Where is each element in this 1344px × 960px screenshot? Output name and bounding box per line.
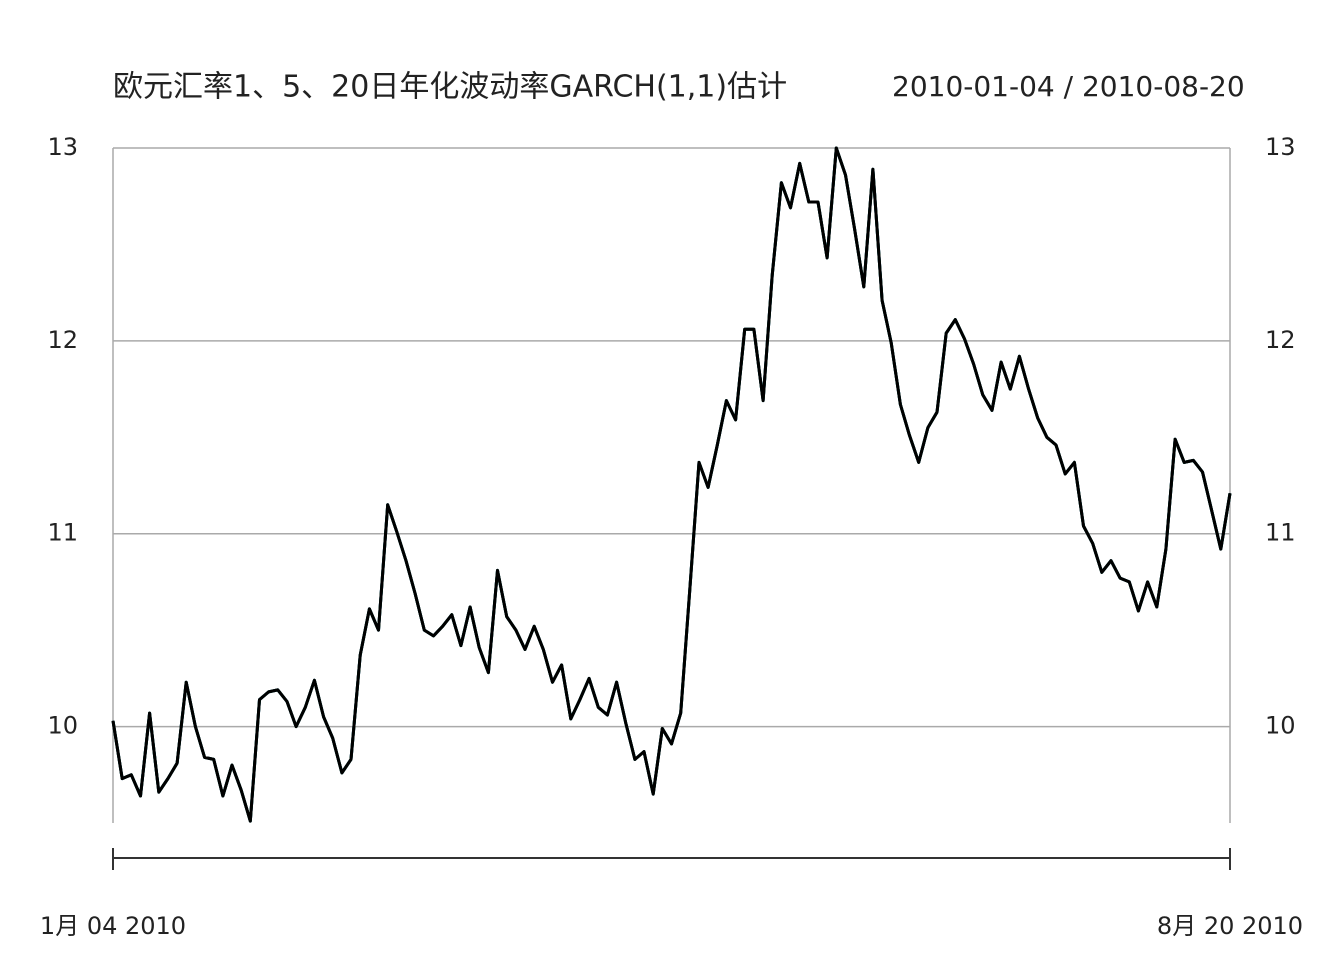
y-tick-label: 12 bbox=[47, 326, 78, 354]
chart-subtitle: 2010-01-04 / 2010-08-20 bbox=[892, 70, 1245, 103]
series-line bbox=[111, 146, 1232, 823]
y-tick-label-right: 11 bbox=[1265, 519, 1296, 547]
y-tick-label-right: 13 bbox=[1265, 133, 1296, 161]
chart-title: 欧元汇率1、5、20日年化波动率GARCH(1,1)估计 bbox=[113, 70, 787, 105]
y-tick-label-right: 10 bbox=[1265, 712, 1296, 740]
y-tick-label-right: 12 bbox=[1265, 326, 1296, 354]
x-tick-label: 1月 04 2010 bbox=[40, 912, 186, 940]
x-tick-label: 8月 20 2010 bbox=[1157, 912, 1303, 940]
y-tick-label: 10 bbox=[47, 712, 78, 740]
series-line bbox=[111, 146, 1232, 823]
y-tick-label: 11 bbox=[47, 519, 78, 547]
series-line bbox=[111, 146, 1232, 823]
y-tick-label: 13 bbox=[47, 133, 78, 161]
